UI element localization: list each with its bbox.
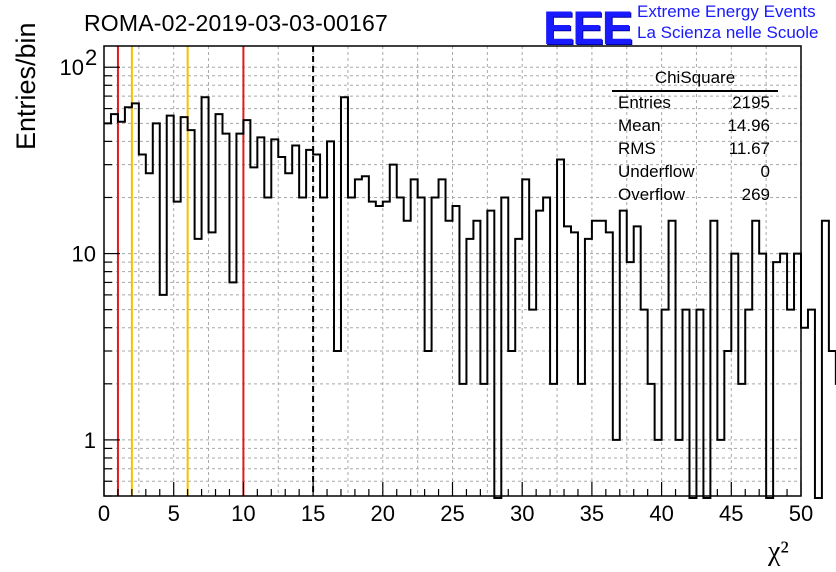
y-axis-label: Entries/bin (11, 22, 41, 150)
x-tick-label: 20 (371, 501, 395, 526)
x-tick-label: 0 (98, 501, 110, 526)
x-tick-label: 40 (649, 501, 673, 526)
x-tick-label: 50 (789, 501, 813, 526)
stats-value: 0 (760, 162, 770, 181)
x-tick-label: 5 (168, 501, 180, 526)
stats-divider (612, 90, 778, 92)
x-axis-label: χ² (768, 536, 789, 567)
x-tick-label: 15 (301, 501, 325, 526)
stats-row-overflow: Overflow 269 (618, 185, 770, 205)
x-tick-label: 30 (510, 501, 534, 526)
stats-row-underflow: Underflow 0 (618, 162, 770, 182)
y-tick-label: 1 (84, 428, 96, 453)
stats-row-entries: Entries 2195 (618, 93, 770, 113)
y-tick-exponent: 2 (85, 45, 97, 70)
axis-ticks (103, 66, 802, 497)
stats-box: ChiSquare Entries 2195 Mean 14.96 RMS 11… (612, 66, 778, 206)
stats-key: RMS (618, 139, 656, 158)
x-tick-label: 25 (440, 501, 464, 526)
y-tick-label: 10 (72, 242, 96, 267)
chart-title: ROMA-02-2019-03-03-00167 (84, 10, 388, 36)
stats-key: Entries (618, 93, 671, 112)
stats-value: 2195 (732, 93, 770, 112)
stats-value: 269 (741, 185, 770, 204)
logo-line-2: La Scienza nelle Scuole (637, 23, 819, 42)
eee-logo-icon: EEE (543, 1, 633, 54)
x-tick-label: 35 (580, 501, 604, 526)
y-tick-label: 10 (60, 55, 84, 80)
stats-row-rms: RMS 11.67 (618, 139, 770, 159)
stats-title: ChiSquare (654, 68, 736, 87)
x-tick-label: 10 (231, 501, 255, 526)
stats-value: 11.67 (728, 139, 770, 158)
logo-line-1: Extreme Energy Events (637, 2, 816, 21)
stats-value: 14.96 (727, 116, 770, 135)
stats-key: Underflow (618, 162, 695, 181)
stats-key: Mean (618, 116, 661, 135)
stats-row-mean: Mean 14.96 (618, 116, 770, 136)
stats-key: Overflow (618, 185, 686, 204)
histogram-step-line (104, 96, 836, 499)
x-tick-label: 45 (719, 501, 743, 526)
